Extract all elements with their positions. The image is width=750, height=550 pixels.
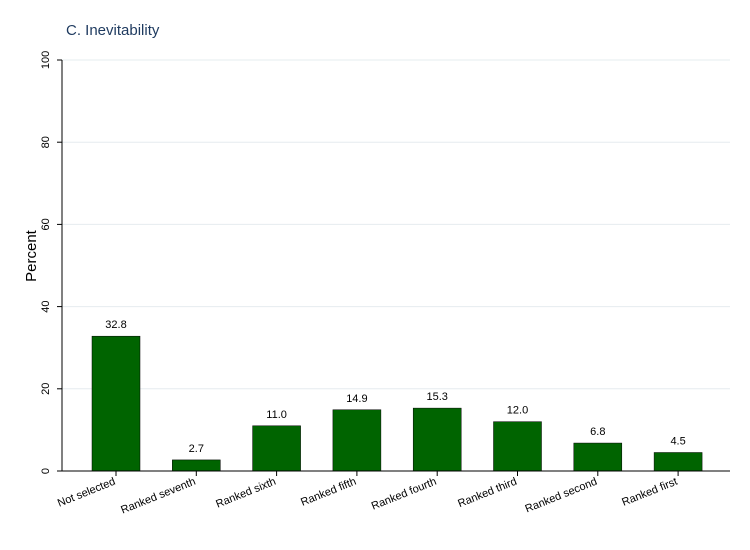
bar-value-label: 15.3 — [426, 391, 447, 403]
bar — [493, 421, 542, 472]
bar — [573, 442, 623, 472]
y-tick-label: 20 — [40, 383, 52, 395]
bar-value-label: 14.9 — [346, 393, 367, 405]
bar — [653, 452, 703, 472]
chart-title: C. Inevitability — [66, 22, 160, 39]
bar-value-label: 32.8 — [105, 319, 126, 331]
bars — [91, 335, 703, 472]
y-axis-label: Percent — [23, 229, 40, 282]
y-ticks: 0 20 40 60 80 100 — [40, 51, 62, 474]
bar — [252, 425, 301, 472]
bar-value-label: 11.0 — [266, 409, 287, 421]
bar-value-label: 12.0 — [507, 405, 528, 417]
y-tick-label: 0 — [40, 468, 52, 474]
y-tick-label: 60 — [40, 218, 52, 230]
value-labels: 32.8 2.7 11.0 14.9 15.3 12.0 6.8 4.5 — [105, 319, 685, 455]
bar-value-label: 2.7 — [189, 443, 204, 455]
x-tick-label: Not selected — [56, 476, 117, 510]
bar-value-label: 4.5 — [670, 436, 685, 448]
x-tick-label: Ranked seventh — [119, 476, 197, 517]
bar-value-label: 6.8 — [590, 426, 605, 438]
x-tick-label: Ranked sixth — [214, 476, 277, 511]
bar — [91, 335, 141, 472]
x-tick-label: Ranked second — [524, 476, 599, 516]
bar — [172, 459, 221, 472]
x-ticks: Not selected Ranked seventh Ranked sixth Ra… — [56, 471, 679, 517]
y-tick-label: 80 — [40, 136, 52, 148]
x-tick-label: Ranked fifth — [299, 476, 358, 509]
y-tick-label: 40 — [40, 300, 52, 312]
y-tick-label: 100 — [40, 51, 52, 69]
bar — [412, 407, 462, 472]
x-tick-label: Ranked fourth — [370, 476, 439, 513]
x-tick-label: Ranked first — [620, 476, 679, 509]
gridlines — [62, 59, 730, 390]
x-tick-label: Ranked third — [456, 476, 518, 510]
bar — [332, 409, 382, 472]
